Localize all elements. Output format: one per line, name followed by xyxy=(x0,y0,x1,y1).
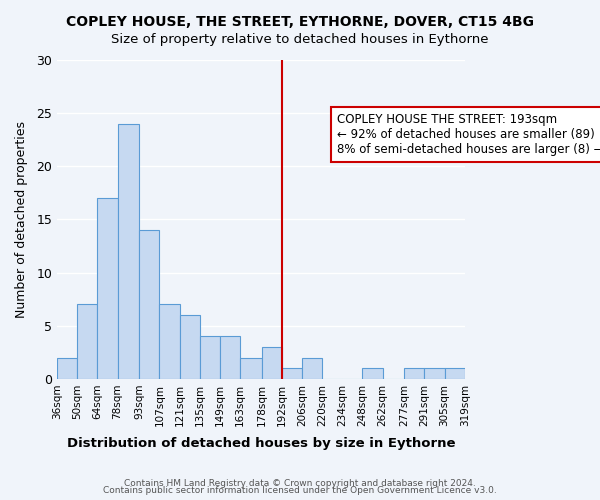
Bar xyxy=(282,368,302,379)
Bar xyxy=(424,368,445,379)
Bar xyxy=(139,230,160,379)
Bar xyxy=(302,358,322,379)
Bar xyxy=(118,124,139,379)
Text: Size of property relative to detached houses in Eythorne: Size of property relative to detached ho… xyxy=(111,32,489,46)
Text: Contains public sector information licensed under the Open Government Licence v3: Contains public sector information licen… xyxy=(103,486,497,495)
Bar xyxy=(97,198,118,379)
Y-axis label: Number of detached properties: Number of detached properties xyxy=(15,121,28,318)
Bar xyxy=(362,368,383,379)
Bar xyxy=(160,304,179,379)
Bar xyxy=(220,336,240,379)
Bar xyxy=(262,347,282,379)
Bar xyxy=(179,315,200,379)
Bar xyxy=(57,358,77,379)
Bar xyxy=(445,368,465,379)
Bar xyxy=(240,358,262,379)
Text: Contains HM Land Registry data © Crown copyright and database right 2024.: Contains HM Land Registry data © Crown c… xyxy=(124,478,476,488)
Text: COPLEY HOUSE THE STREET: 193sqm
← 92% of detached houses are smaller (89)
8% of : COPLEY HOUSE THE STREET: 193sqm ← 92% of… xyxy=(337,113,600,156)
Text: COPLEY HOUSE, THE STREET, EYTHORNE, DOVER, CT15 4BG: COPLEY HOUSE, THE STREET, EYTHORNE, DOVE… xyxy=(66,15,534,29)
Bar xyxy=(404,368,424,379)
X-axis label: Distribution of detached houses by size in Eythorne: Distribution of detached houses by size … xyxy=(67,437,455,450)
Bar xyxy=(77,304,97,379)
Bar xyxy=(200,336,220,379)
